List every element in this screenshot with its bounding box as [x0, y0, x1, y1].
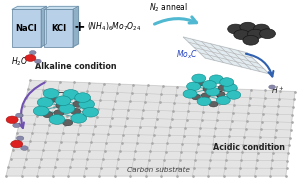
Circle shape	[49, 115, 65, 124]
Circle shape	[43, 89, 59, 98]
Polygon shape	[6, 81, 295, 176]
Circle shape	[21, 146, 28, 150]
Circle shape	[11, 140, 23, 148]
Polygon shape	[12, 6, 47, 9]
Circle shape	[201, 93, 210, 98]
Circle shape	[16, 136, 24, 141]
Circle shape	[63, 90, 79, 99]
Text: $N_2$ anneal: $N_2$ anneal	[149, 1, 188, 14]
Text: $Mo_xC$: $Mo_xC$	[176, 48, 198, 60]
Text: KCl: KCl	[51, 24, 66, 33]
Polygon shape	[183, 37, 269, 74]
Text: $e^-$: $e^-$	[215, 89, 232, 102]
Circle shape	[269, 85, 275, 89]
Circle shape	[43, 112, 53, 118]
Text: $(NH_4)_6Mo_7O_{24}$: $(NH_4)_6Mo_7O_{24}$	[87, 21, 141, 33]
Circle shape	[192, 74, 206, 83]
Circle shape	[240, 22, 256, 32]
Circle shape	[234, 30, 250, 40]
Circle shape	[216, 96, 230, 105]
Circle shape	[247, 29, 263, 39]
Text: $e^-$: $e^-$	[47, 91, 65, 104]
Circle shape	[243, 35, 259, 45]
Polygon shape	[44, 6, 78, 9]
Circle shape	[56, 102, 66, 109]
Circle shape	[79, 99, 95, 109]
Text: Carbon substrate: Carbon substrate	[126, 167, 190, 173]
Circle shape	[209, 75, 223, 84]
Text: Acidic condition: Acidic condition	[213, 143, 285, 152]
Circle shape	[29, 50, 36, 55]
Circle shape	[55, 96, 71, 106]
Circle shape	[227, 91, 241, 99]
Circle shape	[209, 101, 218, 107]
Circle shape	[187, 82, 201, 91]
Circle shape	[260, 29, 275, 39]
Circle shape	[228, 24, 244, 34]
FancyBboxPatch shape	[44, 9, 73, 47]
Circle shape	[59, 104, 75, 113]
Text: +: +	[74, 20, 85, 34]
Circle shape	[71, 113, 87, 123]
Circle shape	[197, 97, 211, 106]
Circle shape	[37, 98, 53, 107]
Circle shape	[183, 90, 197, 98]
Circle shape	[195, 81, 204, 86]
Text: $H^+$: $H^+$	[271, 84, 284, 96]
Circle shape	[47, 96, 57, 102]
Circle shape	[73, 101, 83, 107]
Circle shape	[83, 107, 98, 117]
Circle shape	[216, 91, 225, 97]
Text: Alkaline condition: Alkaline condition	[35, 62, 117, 71]
Polygon shape	[73, 6, 78, 47]
Circle shape	[33, 106, 49, 116]
FancyBboxPatch shape	[12, 9, 41, 47]
Circle shape	[223, 84, 237, 92]
Circle shape	[220, 78, 234, 86]
Circle shape	[75, 93, 91, 102]
Circle shape	[35, 59, 41, 63]
Circle shape	[25, 55, 36, 61]
Circle shape	[192, 94, 201, 100]
Circle shape	[254, 24, 269, 34]
Circle shape	[218, 85, 227, 91]
Circle shape	[13, 123, 20, 128]
Polygon shape	[41, 6, 47, 47]
Circle shape	[6, 116, 18, 123]
Circle shape	[16, 113, 23, 118]
Text: $H_2O$: $H_2O$	[11, 56, 28, 68]
Circle shape	[203, 86, 212, 92]
Text: NaCl: NaCl	[16, 24, 37, 33]
Circle shape	[54, 110, 64, 116]
Circle shape	[225, 82, 234, 88]
Circle shape	[81, 98, 91, 104]
Circle shape	[63, 119, 73, 126]
Circle shape	[71, 108, 81, 115]
Circle shape	[206, 87, 220, 96]
Circle shape	[202, 81, 216, 89]
